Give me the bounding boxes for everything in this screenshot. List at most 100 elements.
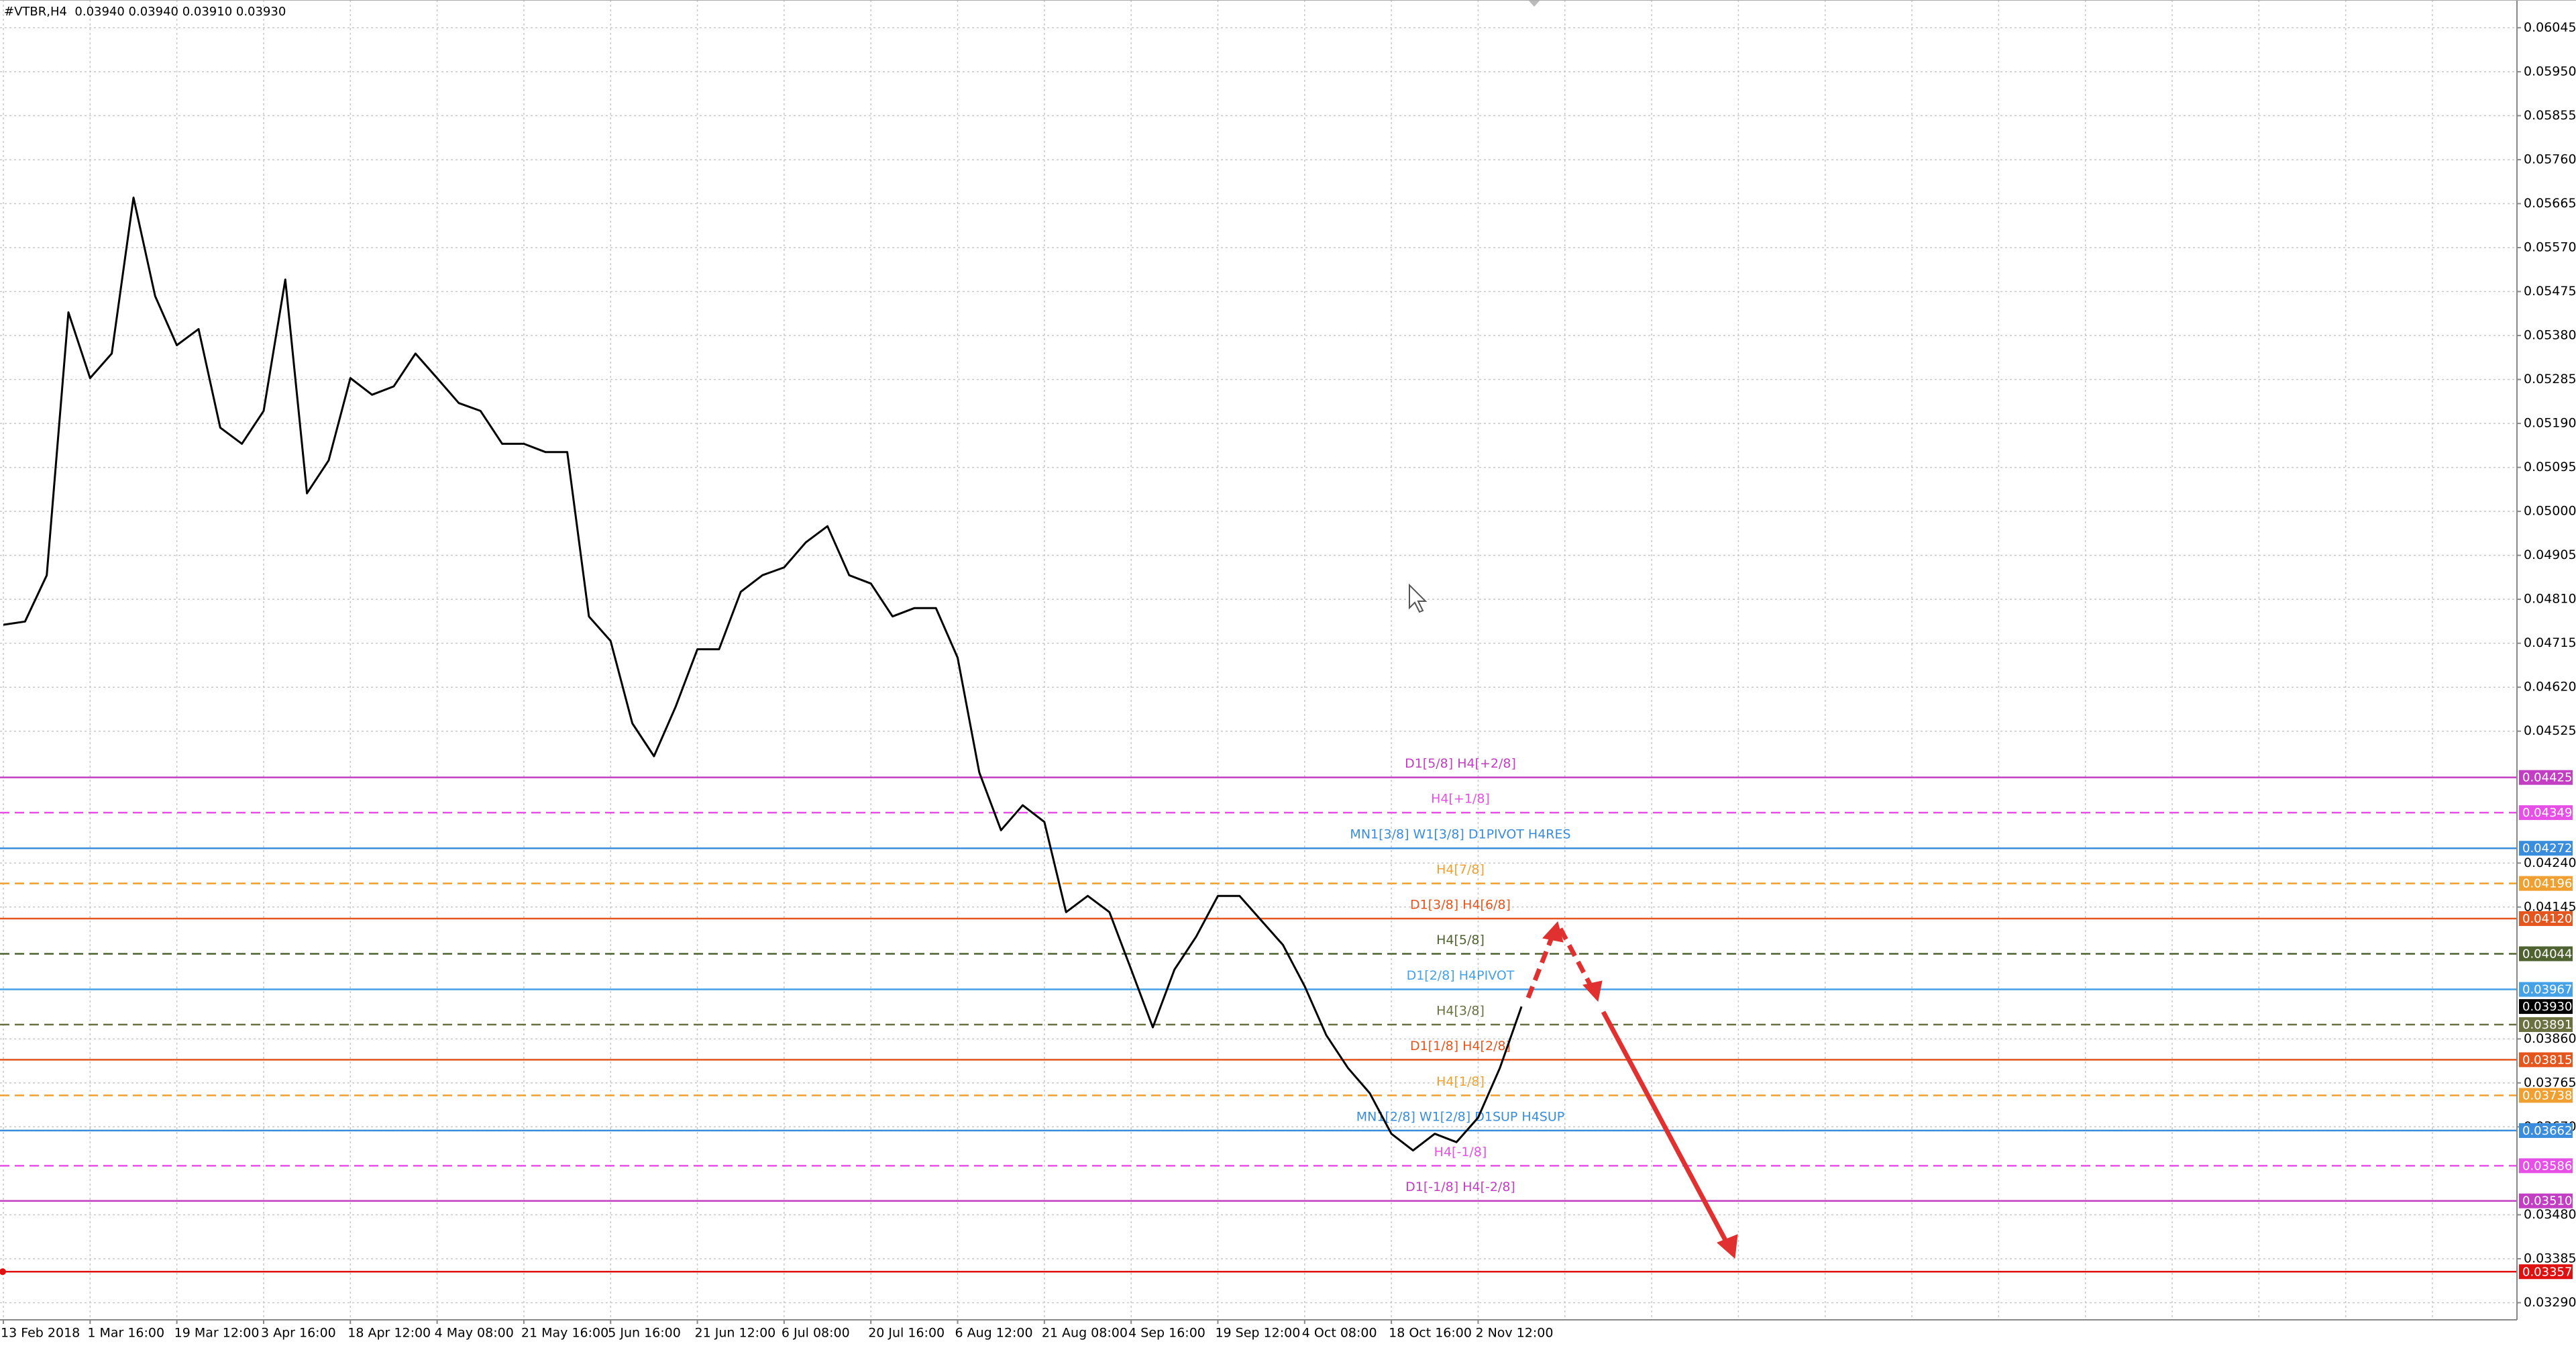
price-label-box	[2519, 1088, 2573, 1103]
y-tick-label: 0.04240	[2524, 856, 2576, 870]
price-label-box	[2519, 805, 2573, 821]
price-label: 0.04272	[2522, 841, 2572, 856]
y-tick-label: 0.05855	[2524, 108, 2576, 123]
price-label-box	[2519, 1052, 2573, 1068]
price-label-box	[2519, 876, 2573, 891]
y-tick-label: 0.04620	[2524, 680, 2576, 694]
y-tick-label: 0.04905	[2524, 548, 2576, 562]
level-label: H4[1/8]	[1436, 1074, 1485, 1089]
price-label: 0.03891	[2522, 1018, 2572, 1032]
price-label-box	[2519, 1017, 2573, 1032]
level-label: D1[3/8] H4[6/8]	[1410, 898, 1511, 913]
price-line	[3, 197, 1523, 1152]
level-label: H4[7/8]	[1436, 862, 1485, 877]
level-label: D1[-1/8] H4[-2/8]	[1405, 1180, 1515, 1194]
price-label-box	[2519, 982, 2573, 997]
x-tick-label: 4 May 08:00	[435, 1326, 514, 1341]
x-tick-label: 19 Mar 12:00	[174, 1326, 260, 1341]
price-label: 0.03967	[2522, 983, 2572, 997]
x-tick-label: 6 Aug 12:00	[955, 1326, 1033, 1341]
price-label-box	[2519, 911, 2573, 927]
price-label: 0.04120	[2522, 912, 2572, 926]
x-tick-label: 2 Nov 12:00	[1475, 1326, 1553, 1341]
price-label: 0.03815	[2522, 1053, 2572, 1067]
arrow-down	[1558, 927, 1595, 990]
price-label: 0.03510	[2522, 1194, 2572, 1208]
x-tick-label: 6 Jul 08:00	[782, 1326, 850, 1341]
chart-title: #VTBR,H4 0.03940 0.03940 0.03910 0.03930	[4, 5, 286, 19]
arrow-up	[1525, 931, 1556, 999]
level-label: D1[1/8] H4[2/8]	[1410, 1039, 1511, 1053]
level-label: MN1[2/8] W1[2/8] D1SUP H4SUP	[1356, 1109, 1564, 1124]
price-label-box	[2519, 1193, 2573, 1208]
x-tick-label: 5 Jun 16:00	[608, 1326, 681, 1341]
arrow-down-long	[1601, 1011, 1729, 1244]
x-tick-label: 4 Sep 16:00	[1128, 1326, 1205, 1341]
x-tick-label: 4 Oct 08:00	[1302, 1326, 1377, 1341]
x-tick-label: 21 Jun 12:00	[695, 1326, 776, 1341]
y-tick-label: 0.03385	[2524, 1251, 2576, 1265]
y-tick-label: 0.05950	[2524, 64, 2576, 79]
price-label: 0.04196	[2522, 877, 2572, 891]
x-tick-label: 3 Apr 16:00	[261, 1326, 336, 1341]
arrowhead	[1717, 1234, 1738, 1259]
x-tick-label: 19 Sep 12:00	[1215, 1326, 1300, 1341]
price-label: 0.03738	[2522, 1088, 2572, 1102]
y-tick-label: 0.04810	[2524, 592, 2576, 607]
price-label: 0.03586	[2522, 1159, 2572, 1173]
x-tick-label: 21 May 16:00	[521, 1326, 608, 1341]
y-tick-label: 0.05380	[2524, 328, 2576, 343]
levels: D1[5/8] H4[+2/8] H4[+1/8] MN1[3/8] W1[3/8]…	[0, 756, 2517, 1276]
y-tick-label: 0.05570	[2524, 240, 2576, 254]
level-anchor	[0, 1268, 6, 1276]
y-tick-label: 0.05095	[2524, 460, 2576, 474]
level-label: D1[5/8] H4[+2/8]	[1405, 756, 1516, 771]
last-price-label: 0.03930	[2522, 1000, 2572, 1014]
x-tick-label: 13 Feb 2018	[1, 1326, 80, 1341]
level-label: H4[+1/8]	[1431, 792, 1490, 807]
arrowhead	[1582, 980, 1603, 1002]
x-tick-label: 18 Apr 12:00	[347, 1326, 431, 1341]
price-label: 0.04044	[2522, 947, 2572, 961]
y-tick-label: 0.03290	[2524, 1295, 2576, 1310]
y-tick-label: 0.05760	[2524, 152, 2576, 166]
axes: 0.06045 0.05950 0.05855 0.05760 0.05665 0.055…	[1, 20, 2576, 1341]
y-tick-label: 0.04715	[2524, 635, 2576, 650]
y-tick-label: 0.05475	[2524, 284, 2576, 299]
level-label: H4[3/8]	[1436, 1003, 1485, 1018]
grid	[0, 0, 2517, 1320]
last-price-box	[2519, 999, 2573, 1015]
x-tick-label: 20 Jul 16:00	[868, 1326, 945, 1341]
y-tick-label: 0.05190	[2524, 416, 2576, 431]
x-tick-label: 1 Mar 16:00	[87, 1326, 164, 1341]
price-label-box	[2519, 841, 2573, 856]
price-label: 0.03662	[2522, 1124, 2572, 1138]
y-tick-label: 0.03480	[2524, 1207, 2576, 1222]
series	[3, 197, 1523, 1152]
price-label-box	[2519, 770, 2573, 785]
price-label-box	[2519, 1123, 2573, 1138]
level-label: H4[5/8]	[1436, 933, 1485, 947]
mouse-cursor	[1409, 583, 1428, 613]
x-tick-label: 21 Aug 08:00	[1042, 1326, 1128, 1341]
price-label-box	[2519, 946, 2573, 962]
y-tick-label: 0.03765	[2524, 1075, 2576, 1090]
y-tick-label: 0.04145	[2524, 899, 2576, 914]
y-tick-label: 0.05000	[2524, 504, 2576, 519]
price-label: 0.04425	[2522, 771, 2572, 785]
y-tick-label: 0.04525	[2524, 723, 2576, 738]
y-tick-label: 0.05285	[2524, 372, 2576, 386]
x-tick-label: 18 Oct 16:00	[1389, 1326, 1472, 1341]
y-tick-label: 0.06045	[2524, 20, 2576, 35]
scroll-marker	[1528, 0, 1540, 7]
price-label: 0.03357	[2522, 1265, 2572, 1279]
level-label: H4[-1/8]	[1434, 1145, 1487, 1159]
price-label-box	[2519, 1158, 2573, 1174]
level-label: MN1[3/8] W1[3/8] D1PIVOT H4RES	[1350, 827, 1570, 842]
level-label: D1[2/8] H4PIVOT	[1407, 968, 1515, 983]
price-label-box	[2519, 1264, 2573, 1280]
y-tick-label: 0.03860	[2524, 1031, 2576, 1046]
y-tick-label: 0.05665	[2524, 196, 2576, 211]
